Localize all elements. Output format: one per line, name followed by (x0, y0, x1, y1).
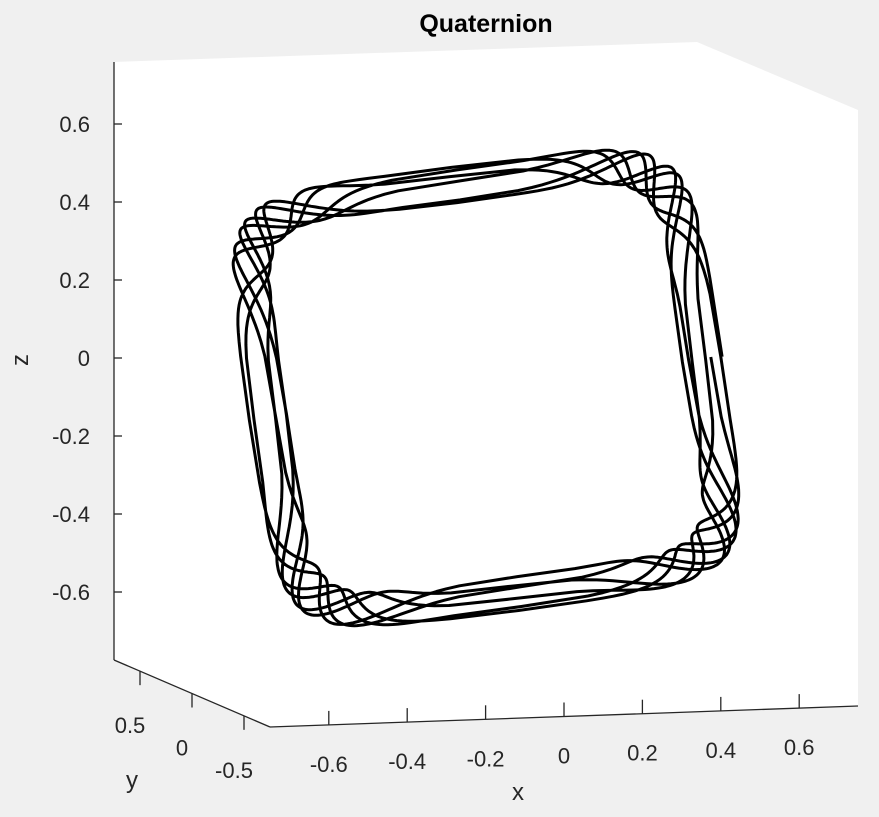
z-tick-label: 0 (78, 346, 90, 371)
y-tick-label: 0.5 (115, 713, 146, 738)
z-axis-label: z (7, 354, 34, 366)
z-tick-label: 0.6 (59, 112, 90, 137)
y-tick-label: 0 (176, 736, 188, 761)
y-axis-label: y (126, 767, 138, 794)
x-tick-label: -0.4 (388, 749, 426, 774)
z-tick-label: -0.2 (52, 424, 90, 449)
x-tick-label: 0.2 (627, 741, 658, 766)
y-axis-ticks: 0.5 0 -0.5 (115, 671, 253, 783)
axes-pane (114, 42, 858, 727)
quaternion-trajectory-line (231, 148, 741, 628)
x-tick-label: 0.4 (706, 738, 737, 763)
x-tick-label: -0.6 (310, 752, 348, 777)
x-axis-label: x (512, 779, 524, 806)
chart-title: Quaternion (419, 10, 552, 38)
x-tick-label: 0 (558, 744, 570, 769)
y-tick-label: -0.5 (215, 758, 253, 783)
z-tick-label: 0.4 (59, 190, 90, 215)
z-tick-label: 0.2 (59, 268, 90, 293)
x-tick-label: -0.2 (467, 746, 505, 771)
z-axis-ticks: 0.6 0.4 0.2 0 -0.2 -0.4 -0.6 (52, 112, 122, 605)
z-tick-label: -0.6 (52, 580, 90, 605)
x-axis-ticks: -0.6 -0.4 -0.2 0 0.2 0.4 0.6 (310, 694, 815, 777)
plot-clip (231, 148, 741, 628)
x-tick-label: 0.6 (784, 735, 815, 760)
z-tick-label: -0.4 (52, 502, 90, 527)
